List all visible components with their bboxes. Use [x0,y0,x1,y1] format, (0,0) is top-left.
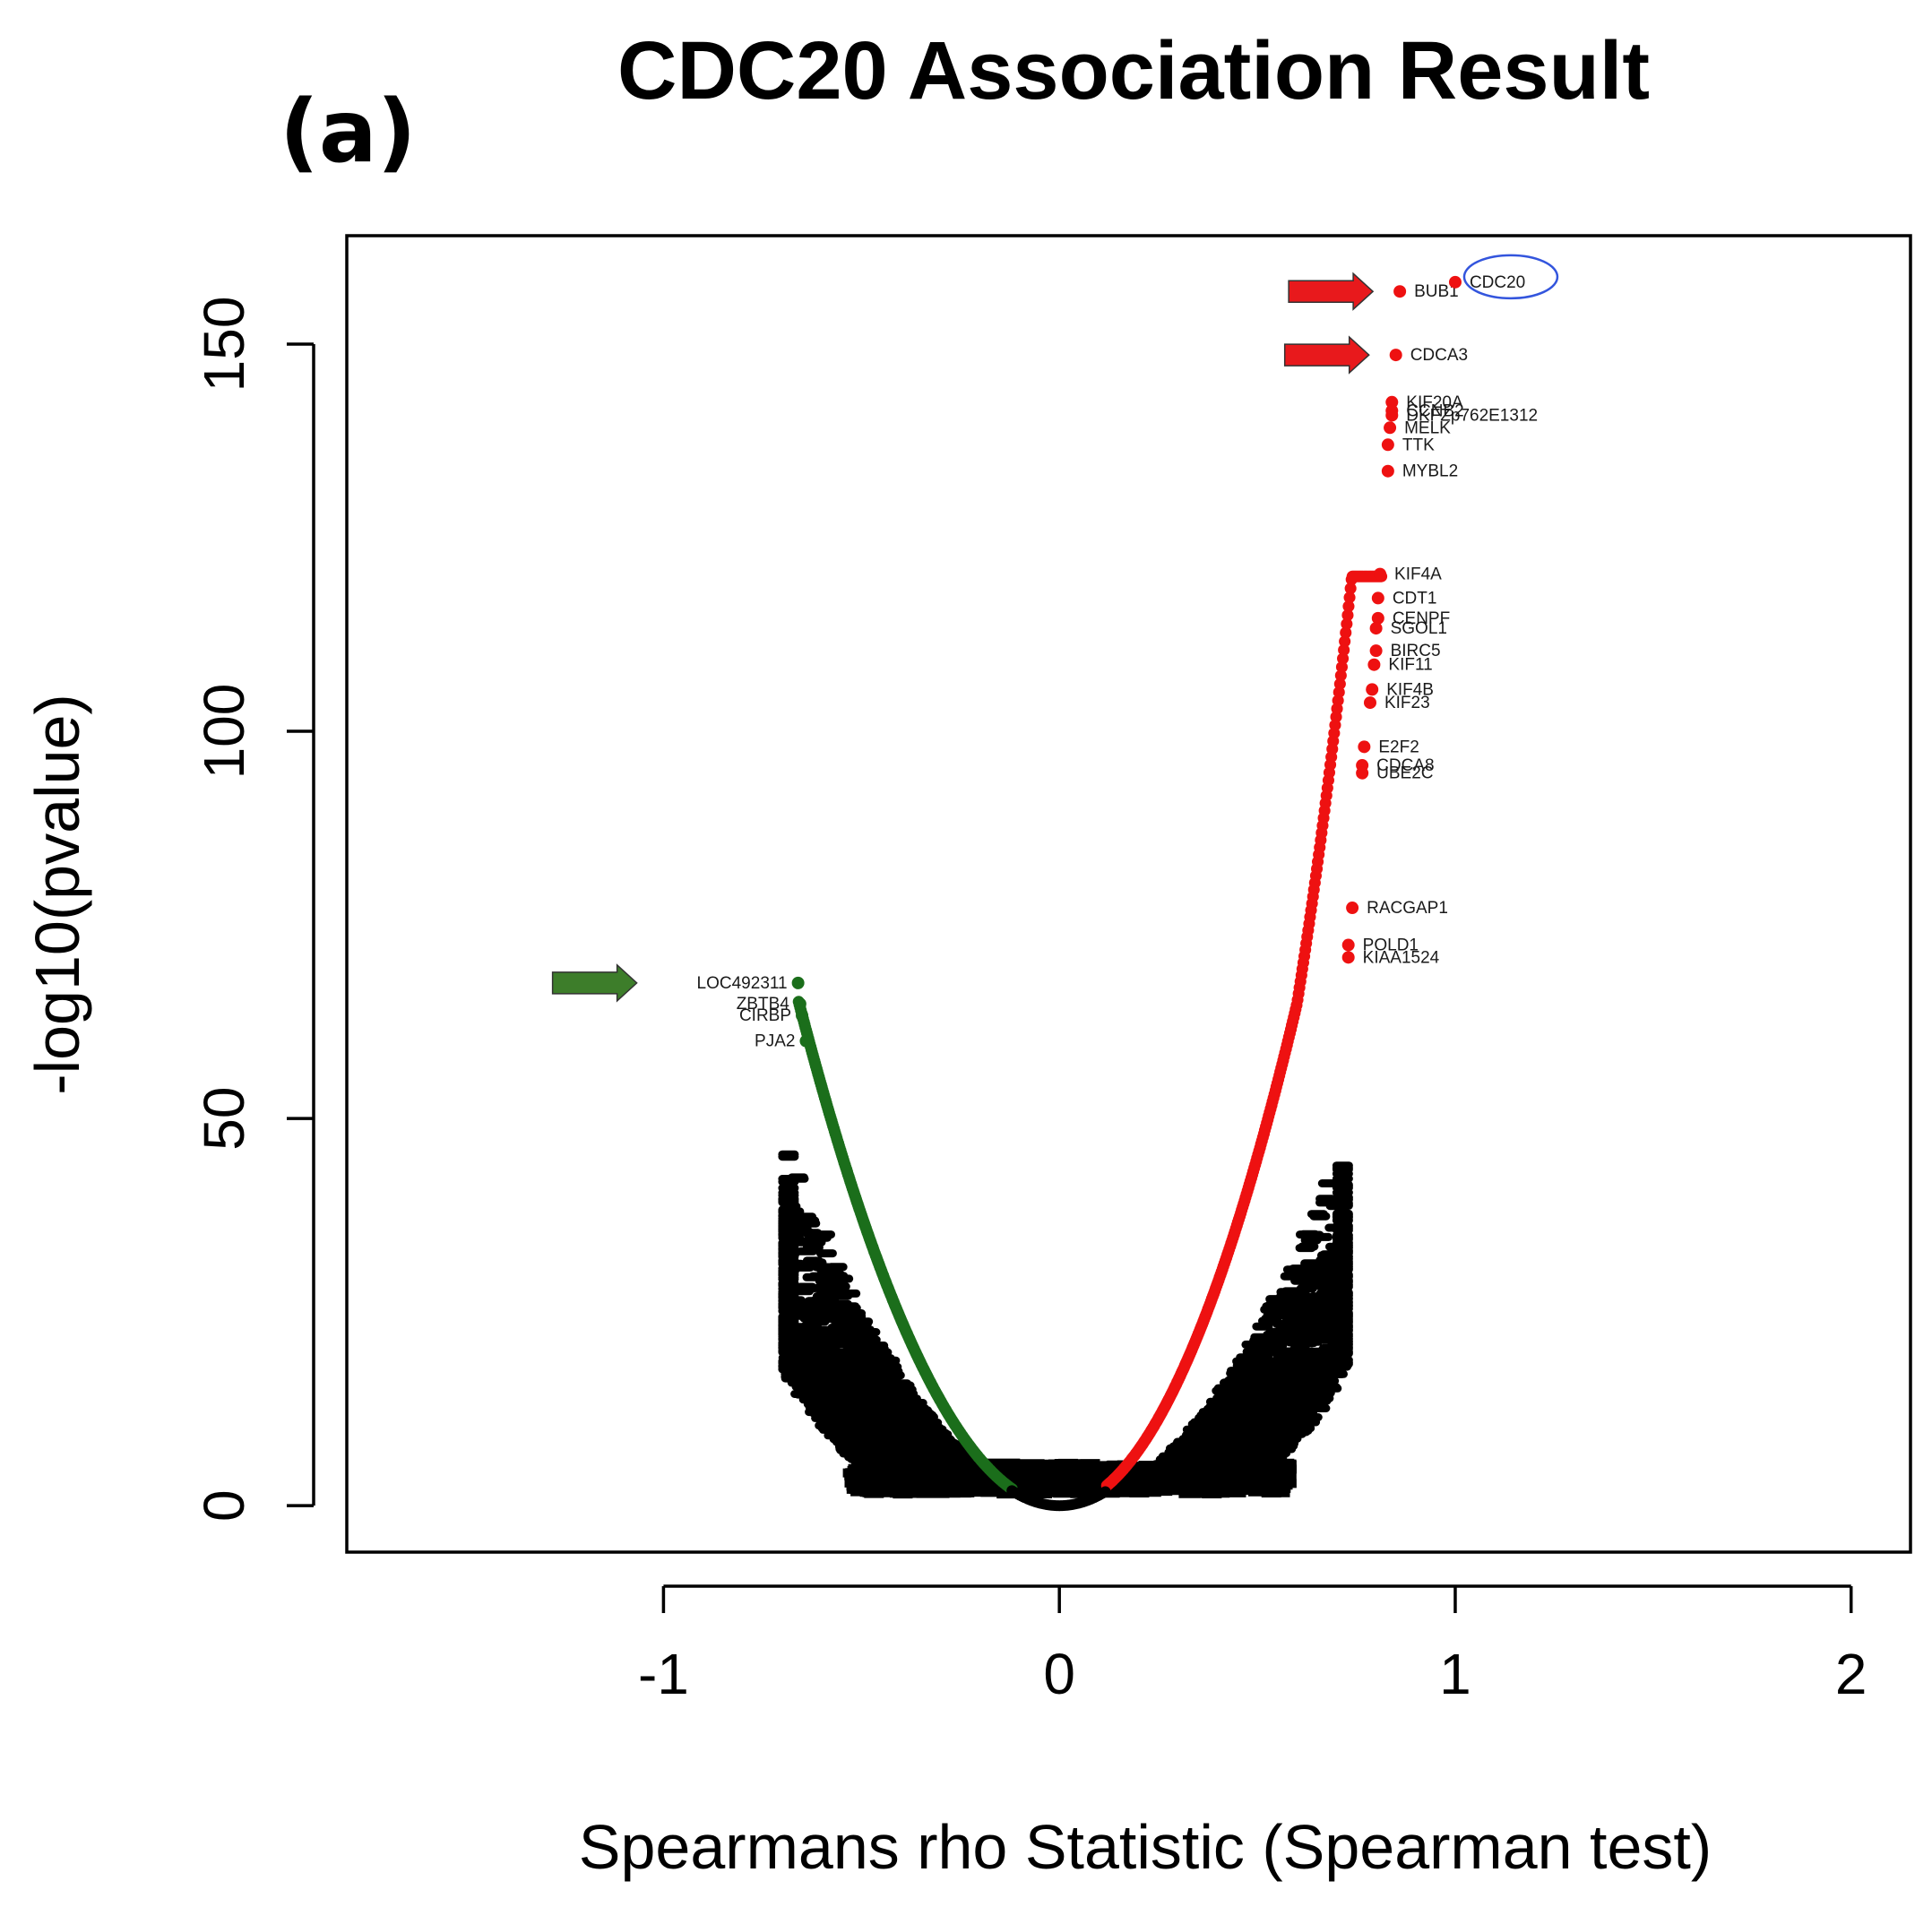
background-points [778,1150,1353,1487]
gene-label-birc5: BIRC5 [1391,642,1441,660]
point-racgap1 [1346,902,1359,915]
gene-label-cdt1: CDT1 [1393,589,1437,608]
gene-label-ccnb2: CCNB2 [1406,401,1463,420]
x-tick-label: -1 [638,1642,689,1706]
point-pold1 [1341,938,1355,952]
gene-label-sgol1: SGOL1 [1391,619,1447,638]
point-ttk [1381,438,1394,452]
point-kif11 [1367,658,1381,671]
gene-label-cenpf: CENPF [1393,609,1450,628]
x-axis: -1 0 1 2 [638,1584,1867,1706]
point-ube2c [1356,766,1369,780]
point-kif23 [1363,696,1376,710]
center-curve [1006,1485,1111,1512]
x-axis-label: Spearmans rho Statistic (Spearman test) [579,1812,1712,1882]
point-loc492311 [791,976,805,989]
gene-label-kiaa1524: KIAA1524 [1363,948,1440,967]
background-base [842,1458,1297,1499]
gene-label-mybl2: MYBL2 [1402,462,1458,481]
point-melk [1384,421,1397,435]
gene-label-pja2: PJA2 [755,1032,795,1051]
point-cdca3 [1389,349,1402,362]
gene-label-kif20a: KIF20A [1406,393,1463,412]
gene-label-kif23: KIF23 [1384,694,1430,712]
gene-label-kif11: KIF11 [1388,656,1432,675]
y-tick-label: 150 [192,297,256,393]
threshold-curves [792,570,1388,1512]
gene-label-kif4a: KIF4A [1394,565,1442,584]
gene-label-pold1: POLD1 [1363,936,1419,955]
x-tick-label: 0 [1043,1642,1075,1706]
labeled-points [791,275,1462,1048]
x-tick-label: 1 [1439,1642,1471,1706]
gene-label-cirbp: CIRBP [739,1006,791,1025]
point-kif4b [1366,683,1379,696]
point-dkfzp762e1312 [1385,409,1399,422]
y-axis-label: -log10(pvalue) [22,694,92,1094]
point-sgol1 [1369,622,1383,635]
highlight-ellipse-cdc20 [1462,254,1559,300]
y-tick-label: 100 [192,684,256,780]
gene-label-ttk: TTK [1402,436,1435,454]
point-mybl2 [1381,464,1394,478]
green-arrow-to-loc492311 [551,963,638,1003]
gene-label-cdc20: CDC20 [1470,273,1525,292]
gene-label-dkfzp762e1312: DKFZp762E1312 [1406,406,1538,425]
point-bub1 [1393,285,1407,298]
point-kiaa1524 [1341,951,1355,964]
red-curve [1100,570,1388,1492]
gene-label-zbtb4: ZBTB4 [737,995,790,1014]
point-pja2 [799,1034,813,1048]
point-kif4a [1374,567,1387,581]
gene-label-cdca8: CDCA8 [1376,756,1434,775]
gene-labels: BUB1 CDC20 CDCA3 KIF20ACCNB2DKFZp762E1312ME… [697,273,1539,1051]
point-cdt1 [1371,591,1384,605]
panel-label: (a) [280,82,417,182]
point-birc5 [1369,644,1383,658]
gene-label-melk: MELK [1404,419,1451,437]
annotations [551,254,1559,1003]
red-arrow-to-bub1 [1288,272,1375,311]
gene-label-e2f2: E2F2 [1378,738,1419,756]
gene-label-cdca3: CDCA3 [1410,346,1468,365]
y-axis: 0 50 100 150 [192,297,315,1522]
gene-label-racgap1: RACGAP1 [1367,899,1448,918]
y-tick-label: 50 [192,1087,256,1151]
red-arrow-to-cdca3 [1283,335,1370,375]
x-tick-label: 2 [1835,1642,1867,1706]
point-cirbp [796,1009,809,1023]
gene-label-loc492311: LOC492311 [697,974,788,993]
point-zbtb4 [793,997,806,1011]
y-tick-label: 0 [192,1489,256,1522]
plot-frame [345,234,1912,1554]
gene-label-kif4b: KIF4B [1386,680,1434,699]
chart-title: CDC20 Association Result [617,25,1650,116]
gene-label-bub1: BUB1 [1414,282,1459,301]
gene-label-ube2c: UBE2C [1376,764,1433,783]
point-cdc20 [1448,275,1462,289]
point-e2f2 [1358,740,1371,754]
point-cenpf [1371,611,1384,625]
background-gene-cloud [778,1150,1353,1499]
